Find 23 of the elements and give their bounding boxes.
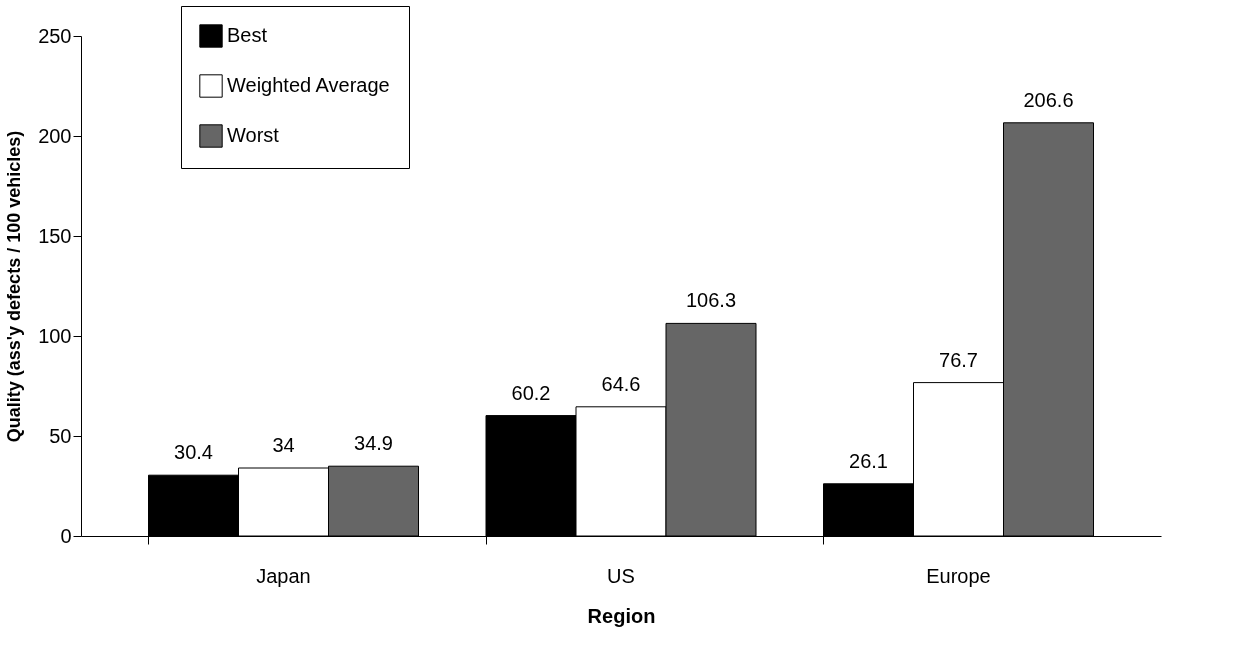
x-tick-label: Japan bbox=[256, 564, 311, 587]
y-axis-title: Quality (ass'y defects / 100 vehicles) bbox=[4, 130, 25, 443]
data-label: 26.1 bbox=[849, 449, 888, 472]
data-label: 76.7 bbox=[939, 348, 978, 371]
x-tick-label: US bbox=[607, 564, 635, 587]
legend-label: Best bbox=[227, 24, 268, 46]
y-tick-label: 100 bbox=[38, 324, 72, 347]
y-tick-label: 50 bbox=[49, 424, 72, 447]
x-tick-label: Europe bbox=[926, 564, 991, 587]
data-label: 206.6 bbox=[1023, 88, 1074, 111]
y-tick-label: 0 bbox=[60, 524, 72, 547]
data-label: 106.3 bbox=[685, 289, 737, 312]
data-label: 64.6 bbox=[601, 372, 641, 395]
data-label: 60.2 bbox=[511, 381, 551, 404]
data-label: 34.9 bbox=[354, 432, 393, 455]
data-label: 30.4 bbox=[174, 441, 213, 464]
y-tick-label: 150 bbox=[38, 224, 72, 247]
x-axis-title: Region bbox=[587, 604, 656, 627]
y-tick-label: 250 bbox=[38, 24, 72, 47]
legend-label: Weighted Average bbox=[227, 74, 390, 96]
legend-label: Worst bbox=[227, 124, 280, 146]
y-tick-label: 200 bbox=[38, 124, 72, 147]
data-label: 34 bbox=[272, 434, 295, 456]
